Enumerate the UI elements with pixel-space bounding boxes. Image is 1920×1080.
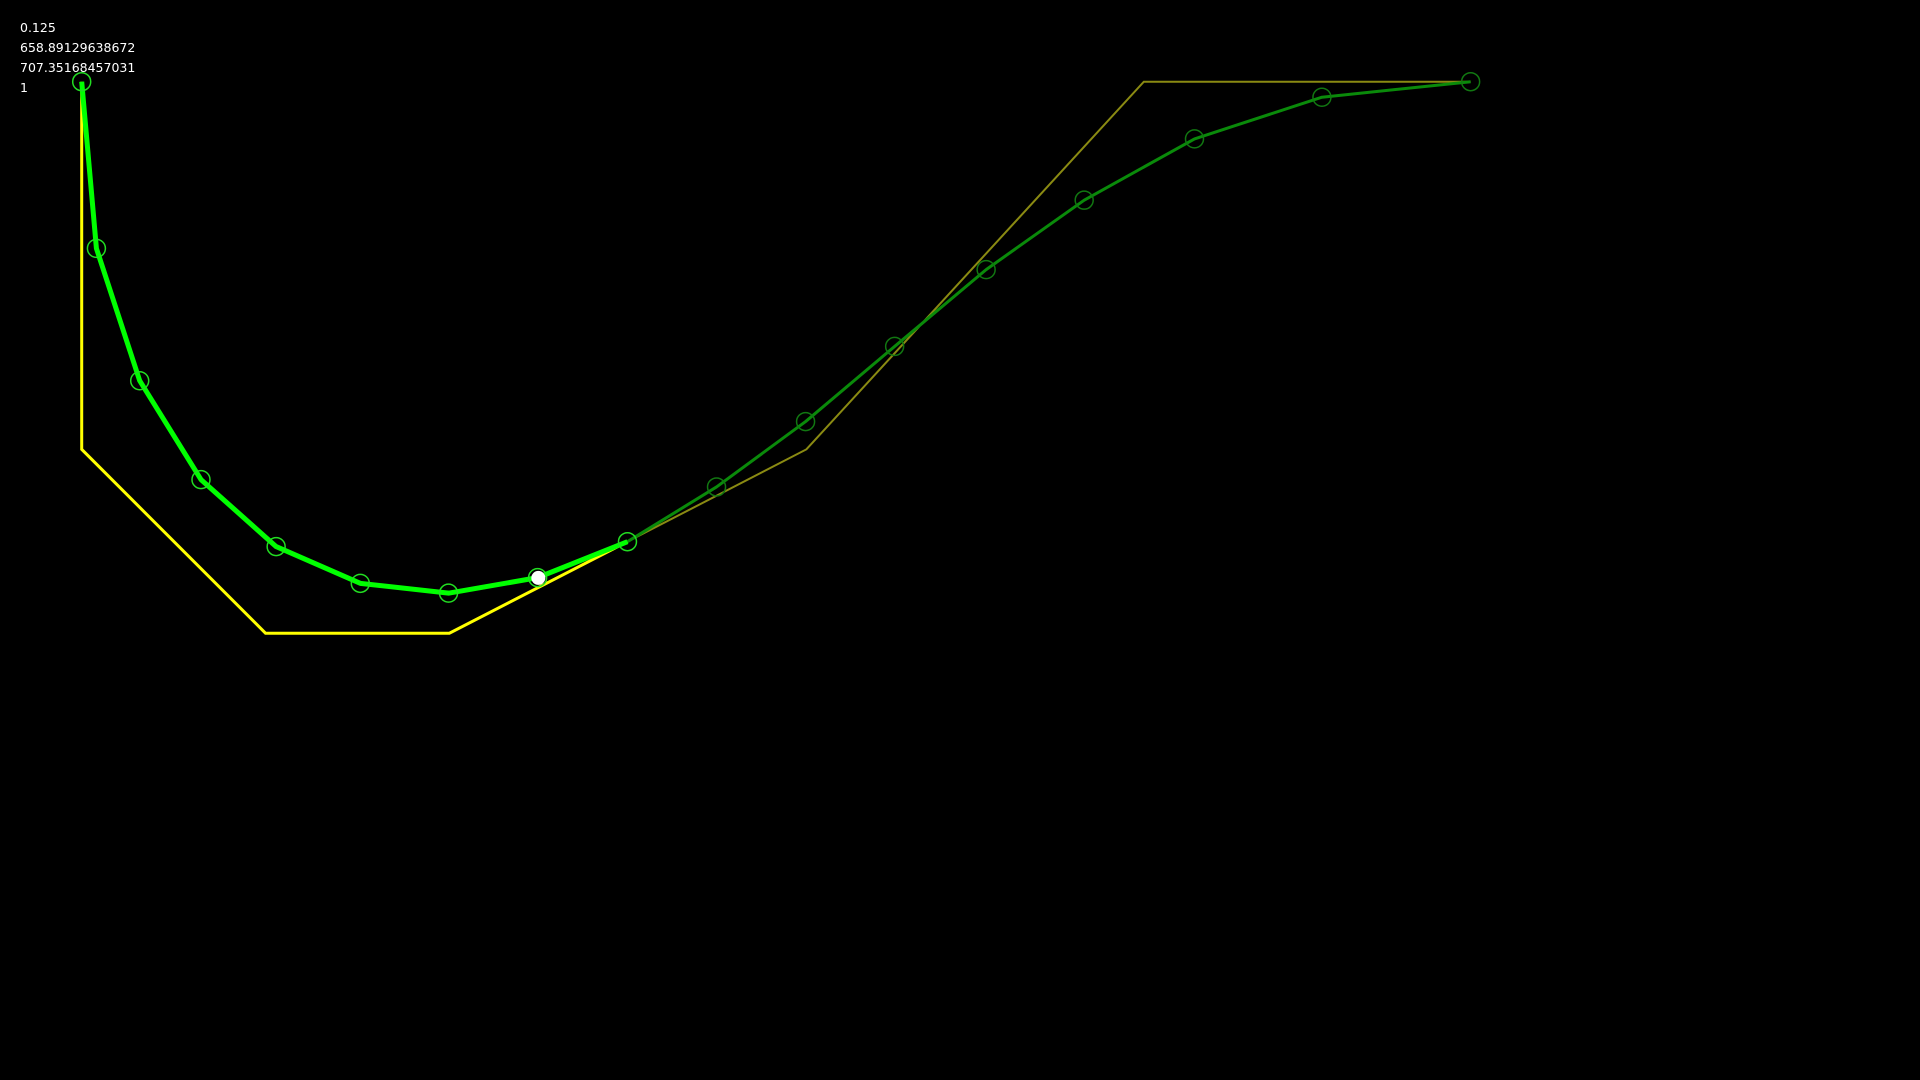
sample-marker[interactable] (350, 573, 371, 594)
sample-marker[interactable] (438, 583, 459, 603)
sample-marker[interactable] (129, 370, 150, 391)
sample-marker[interactable] (1460, 71, 1481, 92)
current-point-marker[interactable] (531, 570, 546, 585)
sample-marker[interactable] (191, 469, 211, 490)
readout-t-value: 0.125 (20, 20, 56, 35)
sample-marker[interactable] (266, 536, 286, 557)
curve-inactive-segment (626, 80, 1471, 543)
bezier-curve (79, 80, 1471, 596)
readout-x-value: 658.89129638672 (20, 40, 136, 55)
sample-marker[interactable] (1074, 190, 1094, 210)
sample-marker[interactable] (86, 238, 107, 259)
current-point-layer (531, 570, 546, 585)
sample-markers (71, 71, 1481, 603)
curve-active-segment (79, 81, 629, 596)
control-polygon-active (80, 81, 629, 635)
sample-marker[interactable] (617, 531, 638, 552)
readout-state-value: 1 (20, 80, 28, 95)
sample-marker[interactable] (795, 411, 816, 432)
sample-marker[interactable] (884, 336, 905, 357)
sample-marker[interactable] (1312, 87, 1332, 107)
readout-y-value: 707.35168457031 (20, 60, 136, 75)
sample-marker[interactable] (1184, 129, 1205, 149)
sample-marker[interactable] (71, 71, 92, 92)
control-polygon-inactive (627, 80, 1471, 543)
sample-marker[interactable] (976, 259, 996, 280)
debug-readout: 0.125 658.89129638672 707.35168457031 1 (20, 18, 135, 98)
sample-marker[interactable] (706, 477, 727, 497)
sample-marker[interactable] (527, 567, 548, 588)
